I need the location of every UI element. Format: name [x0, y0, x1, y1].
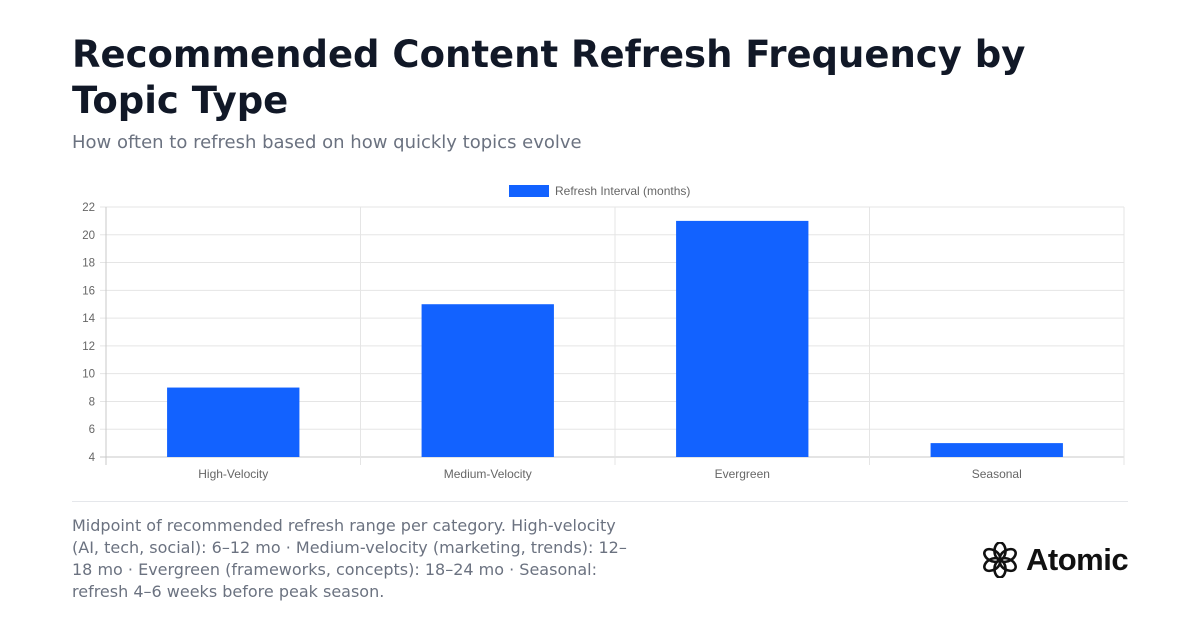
x-tick-label: Medium-Velocity [444, 467, 532, 481]
bar [167, 387, 300, 457]
footer-divider [72, 501, 1128, 502]
chart-title: Recommended Content Refresh Frequency by… [72, 33, 1026, 122]
y-tick-label: 18 [82, 258, 95, 270]
footnote: Midpoint of recommended refresh range pe… [72, 516, 627, 601]
bar [421, 304, 554, 457]
x-tick-label: High-Velocity [198, 467, 268, 481]
x-tick-label: Evergreen [715, 467, 770, 481]
y-tick-label: 8 [89, 396, 95, 408]
y-tick-label: 20 [82, 230, 95, 242]
y-tick-label: 10 [82, 369, 95, 381]
y-tick-label: 14 [82, 313, 95, 325]
bar [930, 443, 1063, 457]
y-tick-label: 4 [89, 452, 96, 464]
bar [676, 220, 809, 457]
legend-label: Refresh Interval (months) [555, 184, 690, 198]
legend-swatch [509, 185, 549, 197]
y-tick-label: 22 [82, 202, 95, 214]
x-tick-label: Seasonal [972, 467, 1022, 481]
atom-flower-icon [983, 542, 1017, 578]
y-tick-label: 6 [89, 424, 95, 436]
y-tick-label: 16 [82, 285, 95, 297]
chart-subtitle: How often to refresh based on how quickl… [72, 132, 582, 153]
brand-name: Atomic [1026, 542, 1129, 577]
bar-chart: 4 6 8 10 12 14 16 18 20 22 High-Velocity Medium-Vel… [82, 184, 1125, 481]
y-tick-label: 12 [82, 341, 95, 353]
brand-logo: Atomic [982, 540, 1129, 580]
